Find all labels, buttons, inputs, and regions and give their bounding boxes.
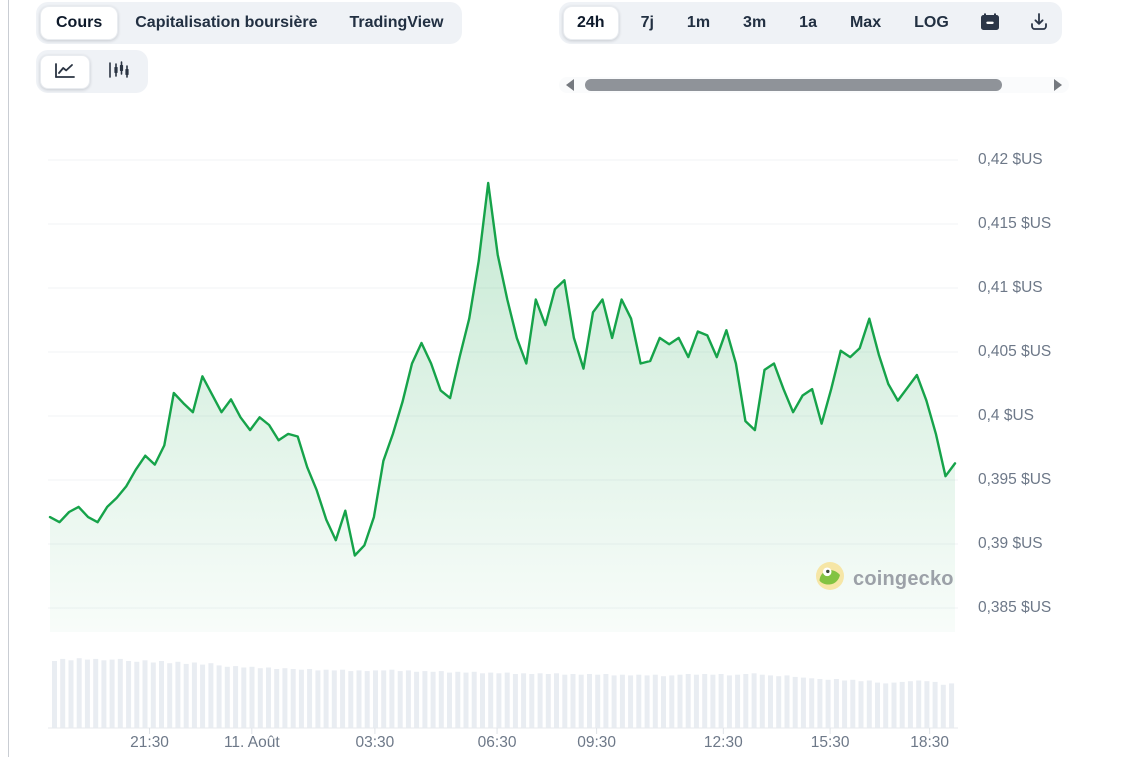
coingecko-watermark: coingecko [815,561,954,597]
x-axis-label: 11. Août [223,734,280,751]
y-axis-label: 0,39 $US [978,535,1043,552]
x-axis-label: 09:30 [577,734,616,751]
x-axis-label: 21:30 [130,734,169,751]
y-axis-label: 0,385 $US [978,599,1052,616]
range-max[interactable]: Max [839,6,892,40]
left-page-divider [8,0,9,757]
x-axis-label: 06:30 [477,734,517,751]
coingecko-logo-icon [815,561,845,597]
range-7j[interactable]: 7j [630,6,665,40]
scroll-right-arrow-icon[interactable] [1054,79,1062,91]
download-icon [1028,11,1050,36]
range-3m[interactable]: 3m [732,6,777,40]
download-button[interactable] [1020,6,1058,40]
chart-tabs: Cours Capitalisation boursière TradingVi… [36,2,463,44]
coingecko-watermark-text: coingecko [853,567,954,590]
chart-type-toggle [36,50,148,93]
y-axis-label: 0,4 $US [978,407,1035,424]
tab-tradingview[interactable]: TradingView [335,6,459,40]
x-axis-label: 15:30 [810,734,850,751]
scrollbar-thumb[interactable] [585,79,1002,91]
range-1m[interactable]: 1m [676,6,721,40]
calendar-icon [979,11,1001,36]
y-axis-label: 0,395 $US [978,471,1052,488]
scroll-left-arrow-icon[interactable] [566,79,574,91]
range-24h[interactable]: 24h [563,6,619,40]
x-axis-label: 03:30 [355,734,395,751]
y-axis-label: 0,415 $US [978,215,1052,232]
x-axis-label: 12:30 [703,734,743,751]
x-axis-label: 18:30 [910,734,950,751]
range-selector: 24h 7j 1m 3m 1a Max LOG [559,2,1062,44]
y-axis-label: 0,41 $US [978,279,1043,296]
tab-capitalisation-boursiere[interactable]: Capitalisation boursière [120,6,332,40]
chart-scrollbar [559,76,1069,94]
calendar-button[interactable] [971,6,1009,40]
candlestick-chart-button[interactable] [94,55,144,89]
y-axis-label: 0,42 $US [978,151,1043,168]
candlestick-chart-icon [107,60,131,83]
range-1a[interactable]: 1a [788,6,828,40]
price-area [50,183,955,632]
range-log[interactable]: LOG [903,6,960,40]
y-axis-label: 0,405 $US [978,343,1052,360]
tab-cours[interactable]: Cours [40,6,119,40]
price-line [48,181,957,557]
line-chart-icon [53,60,77,83]
volume-bars [48,658,958,734]
line-chart-button[interactable] [40,54,90,89]
